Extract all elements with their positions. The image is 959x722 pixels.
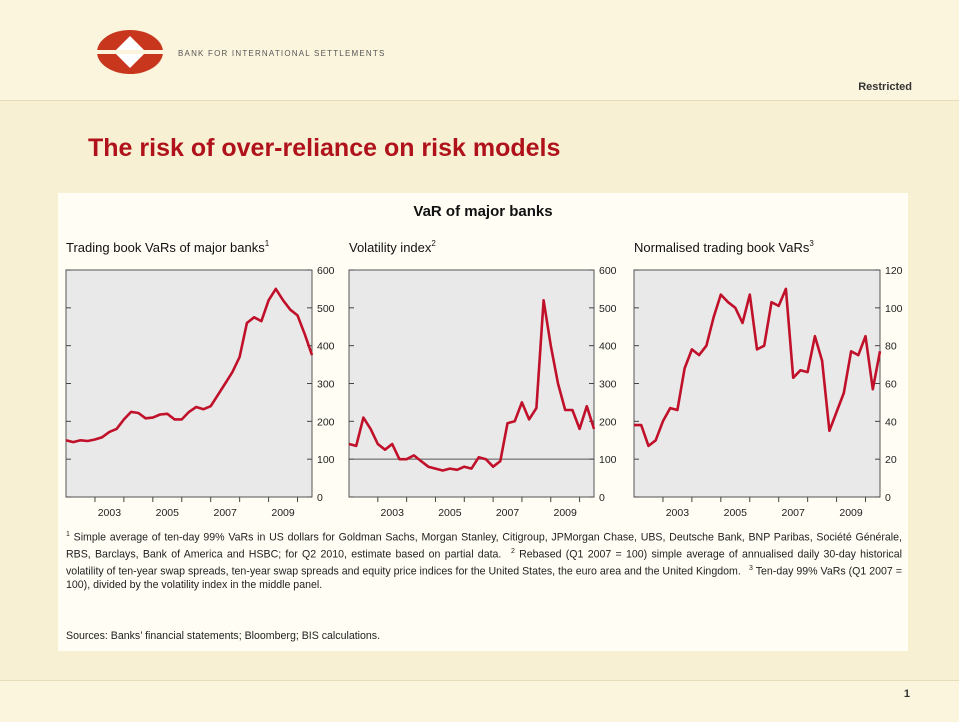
footnote-marker: 1 (66, 531, 70, 538)
y-tick-label: 400 (317, 341, 335, 353)
y-tick-label: 80 (885, 341, 897, 353)
logo (97, 30, 163, 74)
slide-title: The risk of over-reliance on risk models (88, 134, 560, 162)
y-tick-label: 600 (599, 265, 617, 277)
data-line (348, 299, 596, 472)
plot-area (633, 269, 881, 498)
y-tick-label: 600 (317, 265, 335, 277)
y-tick-label: 60 (885, 379, 897, 391)
organisation: BANK FOR INTERNATIONAL SETTLEMENTS (178, 49, 386, 58)
footnote-marker: 2 (510, 547, 515, 555)
x-tick-label: 2005 (156, 507, 180, 519)
y-tick-label: 100 (317, 454, 335, 466)
x-tick-label: 2009 (553, 507, 577, 519)
x-tick-label: 2007 (213, 507, 237, 519)
x-tick-label: 2005 (438, 507, 462, 519)
classification: Restricted (858, 81, 912, 93)
figure-title: VaR of major banks (413, 203, 552, 220)
x-tick-label: 2009 (271, 507, 295, 519)
y-tick-label: 20 (885, 454, 897, 466)
chart-title-note: 3 (809, 239, 814, 248)
y-tick-label: 0 (317, 492, 323, 504)
footer-band (0, 680, 959, 722)
chart-title-text: Normalised trading book VaRs (634, 240, 810, 255)
x-tick-label: 2007 (496, 507, 520, 519)
chart-title-text: Volatility index (349, 240, 432, 255)
sources: Sources: Banks’ financial statements; Bl… (66, 630, 381, 642)
x-tick-label: 2003 (381, 507, 405, 519)
y-tick-label: 500 (599, 303, 617, 315)
y-tick-label: 300 (599, 379, 617, 391)
footnote-text: Rebased (Q1 2007 = 100) simple average o… (66, 548, 902, 578)
plot-area (65, 269, 313, 498)
chart-title-note: 2 (431, 239, 436, 248)
chart-title: Trading book VaRs of major banks1 (66, 239, 270, 255)
data-line (65, 287, 314, 444)
y-tick-label: 100 (885, 303, 903, 315)
footnote-marker: 3 (749, 564, 753, 572)
x-tick-label: 2003 (98, 507, 122, 519)
chart-title: Normalised trading book VaRs3 (634, 239, 814, 255)
page-number: 1 (904, 688, 910, 700)
y-tick-label: 400 (599, 341, 617, 353)
y-tick-label: 40 (885, 416, 897, 428)
footnotes: 1 Simple average of ten-day 99% VaRs in … (66, 528, 902, 593)
y-tick-label: 120 (885, 265, 903, 277)
data-line (634, 287, 882, 448)
footnote-text: Ten-day 99% VaRs (Q1 2007 = 100), divide… (66, 565, 902, 592)
y-tick-label: 0 (599, 492, 605, 504)
y-tick-label: 0 (885, 492, 891, 504)
chart-title: Volatility index2 (349, 239, 436, 255)
y-tick-label: 200 (317, 416, 335, 428)
y-tick-label: 100 (599, 454, 617, 466)
x-tick-label: 2007 (781, 507, 805, 519)
x-tick-label: 2009 (839, 507, 863, 519)
chart-title-note: 1 (265, 239, 270, 248)
footnote-text: Simple average of ten-day 99% VaRs in US… (66, 531, 902, 561)
chart-title-text: Trading book VaRs of major banks (66, 240, 265, 255)
y-tick-label: 300 (317, 379, 335, 391)
y-tick-label: 500 (317, 303, 335, 315)
x-tick-label: 2003 (666, 507, 690, 519)
y-tick-label: 200 (599, 416, 617, 428)
x-tick-label: 2005 (724, 507, 748, 519)
